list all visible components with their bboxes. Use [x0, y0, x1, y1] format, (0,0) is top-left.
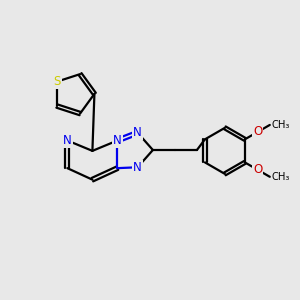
Text: CH₃: CH₃ — [271, 120, 290, 130]
Text: N: N — [133, 126, 142, 139]
Text: CH₃: CH₃ — [271, 172, 290, 182]
Text: N: N — [113, 134, 122, 147]
Text: N: N — [133, 161, 142, 174]
Text: N: N — [63, 134, 72, 147]
Text: O: O — [253, 164, 262, 176]
Text: S: S — [53, 75, 61, 88]
Text: O: O — [253, 125, 262, 138]
